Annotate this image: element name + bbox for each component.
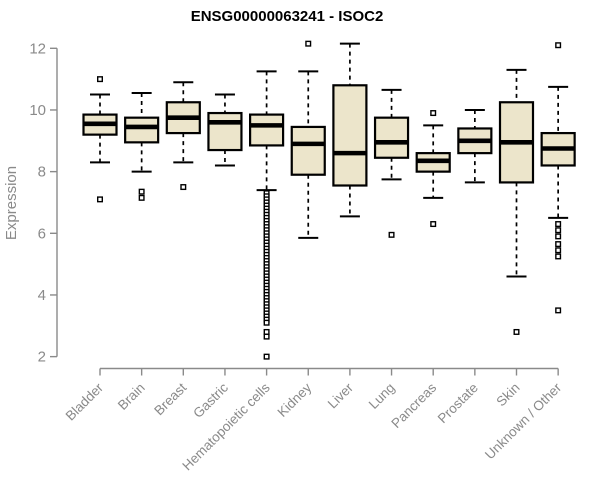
outlier-point bbox=[138, 194, 145, 201]
outlier-point bbox=[138, 188, 145, 195]
outlier-point bbox=[555, 247, 562, 254]
x-tick-label: Brain bbox=[115, 380, 148, 413]
x-tick-label: Bladder bbox=[63, 380, 107, 424]
box-pancreas bbox=[415, 110, 451, 228]
x-tick-label: Liver bbox=[325, 380, 357, 412]
box-lung bbox=[373, 88, 410, 238]
box-bladder bbox=[82, 76, 118, 203]
chart-title: ENSG00000063241 - ISOC2 bbox=[191, 8, 384, 25]
outlier-point bbox=[555, 233, 562, 240]
box-series bbox=[82, 40, 576, 360]
x-tick-label: Breast bbox=[151, 380, 189, 418]
outlier-point bbox=[96, 196, 103, 203]
x-tick-label: Unknown / Other bbox=[482, 380, 565, 463]
outlier-point bbox=[555, 221, 562, 228]
y-tick-label: 4 bbox=[38, 287, 46, 304]
box-kidney bbox=[290, 40, 326, 239]
outlier-point bbox=[180, 184, 187, 191]
box-prostate bbox=[457, 108, 493, 184]
box-hematopoietic-cells bbox=[249, 70, 285, 360]
outlier-point bbox=[430, 110, 437, 117]
y-axis-label: Expression bbox=[3, 166, 20, 240]
outlier-point bbox=[555, 253, 562, 260]
x-tick-label: Lung bbox=[366, 380, 398, 412]
outlier-point bbox=[263, 319, 270, 326]
outlier-point bbox=[263, 333, 270, 340]
y-tick-label: 6 bbox=[38, 225, 46, 242]
y-tick-label: 10 bbox=[29, 102, 46, 119]
outlier-point bbox=[305, 40, 312, 47]
x-tick-label: Skin bbox=[493, 380, 522, 409]
box-gastric bbox=[207, 93, 243, 167]
iqr-box bbox=[124, 116, 160, 144]
iqr-box bbox=[207, 111, 243, 152]
box-breast bbox=[165, 81, 201, 191]
box-unknown-other bbox=[540, 42, 576, 314]
outlier-point bbox=[555, 307, 562, 314]
iqr-box bbox=[373, 116, 410, 159]
x-tick-label: Pancreas bbox=[388, 380, 439, 431]
iqr-box bbox=[249, 113, 285, 147]
outlier-point bbox=[263, 328, 270, 335]
outlier-point bbox=[513, 328, 520, 335]
y-tick-label: 8 bbox=[38, 164, 46, 181]
y-tick-label: 12 bbox=[29, 40, 46, 57]
outlier-point bbox=[555, 241, 562, 248]
x-tick-label: Gastric bbox=[190, 380, 231, 421]
iqr-box bbox=[332, 84, 368, 187]
box-skin bbox=[498, 68, 535, 335]
outlier-point bbox=[263, 353, 270, 360]
y-tick-label: 2 bbox=[38, 349, 46, 366]
outlier-point bbox=[388, 231, 395, 238]
outlier-point bbox=[96, 76, 103, 83]
box-liver bbox=[332, 42, 368, 218]
x-tick-label: Prostate bbox=[435, 380, 481, 426]
outlier-point bbox=[555, 227, 562, 234]
y-axis: 2 4 6 8 10 12 bbox=[29, 40, 58, 366]
x-tick-label: Kidney bbox=[275, 380, 315, 420]
outlier-point bbox=[555, 42, 562, 49]
box-brain bbox=[124, 92, 160, 201]
iqr-box bbox=[290, 125, 326, 176]
outlier-point bbox=[430, 221, 437, 228]
